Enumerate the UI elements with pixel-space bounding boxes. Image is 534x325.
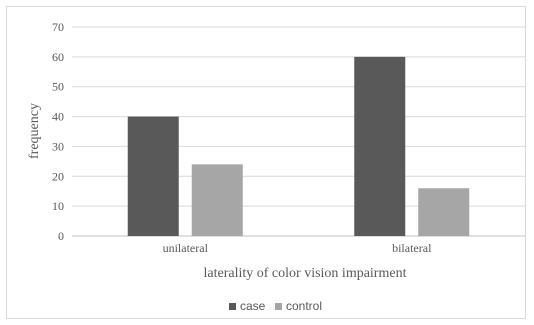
bars bbox=[127, 56, 470, 236]
y-tick-label: 20 bbox=[52, 169, 64, 183]
legend: case control bbox=[229, 299, 322, 313]
legend-swatch-case bbox=[229, 303, 236, 310]
y-tick-label: 30 bbox=[52, 139, 64, 153]
y-tick-label: 60 bbox=[52, 50, 64, 64]
bar-control-bilateral bbox=[418, 188, 470, 236]
y-tick-label: 50 bbox=[52, 80, 64, 94]
y-axis-title: frequency bbox=[27, 103, 42, 159]
legend-swatch-control bbox=[275, 303, 282, 310]
y-tick-labels: 0 10 20 30 40 50 60 70 bbox=[52, 20, 64, 243]
bar-case-unilateral bbox=[127, 116, 179, 236]
chart-frame bbox=[6, 6, 526, 319]
y-tick-label: 0 bbox=[58, 229, 64, 243]
x-axis-title: laterality of color vision impairment bbox=[204, 266, 407, 281]
y-tick-label: 40 bbox=[52, 110, 64, 124]
legend-label-control: control bbox=[286, 299, 322, 313]
y-tick-label: 10 bbox=[52, 199, 64, 213]
x-tick-label: unilateral bbox=[163, 241, 209, 255]
legend-label-case: case bbox=[240, 299, 266, 313]
bar-case-bilateral bbox=[354, 56, 406, 236]
x-tick-label: bilateral bbox=[392, 241, 432, 255]
x-tick-labels: unilateral bilateral bbox=[163, 241, 432, 255]
y-tick-label: 70 bbox=[52, 20, 64, 34]
bar-control-unilateral bbox=[191, 164, 243, 236]
